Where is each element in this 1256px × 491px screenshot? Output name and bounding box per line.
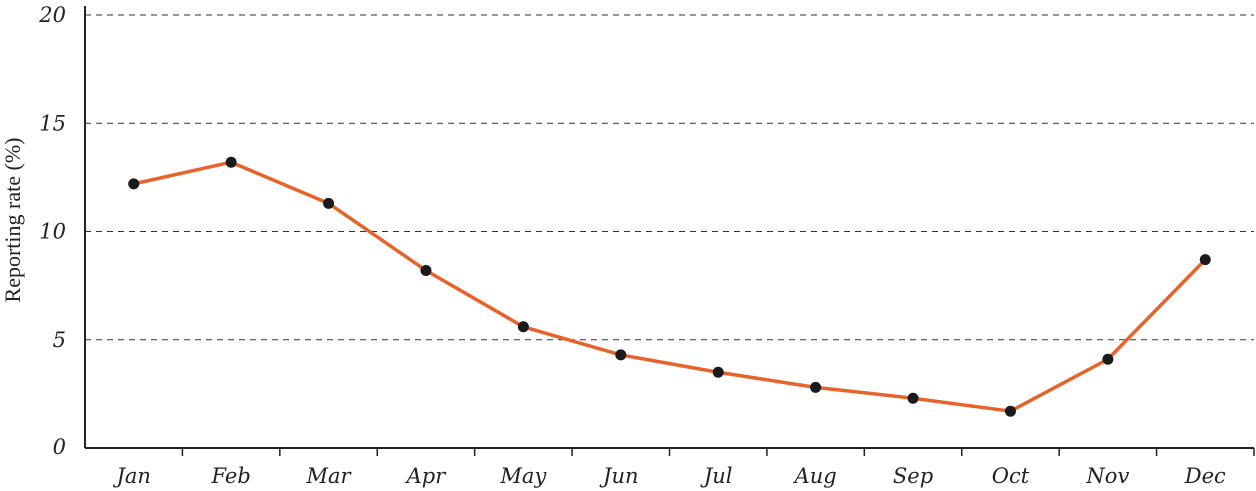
x-tick-label: May — [499, 464, 547, 488]
axis-layer — [84, 6, 1255, 456]
grid-layer — [85, 14, 1254, 341]
y-tick-label: 10 — [39, 220, 66, 244]
data-point — [420, 264, 432, 276]
data-point — [907, 392, 919, 404]
x-tick-label: Jul — [700, 464, 733, 488]
series-layer — [128, 156, 1211, 417]
data-point — [712, 366, 724, 378]
data-point — [128, 178, 140, 190]
y-tick-label: 5 — [53, 328, 66, 352]
data-point — [810, 381, 822, 393]
y-tick-labels: 0 5 10 15 20 — [38, 3, 66, 459]
x-tick-label: Dec — [1184, 464, 1226, 488]
data-point — [1102, 353, 1114, 365]
x-tick-labels: Jan Feb Mar Apr May Jun Jul Aug Sep Oct Nov Dec — [112, 464, 1226, 488]
y-tick-label: 15 — [39, 111, 66, 135]
x-tick-label: Jun — [599, 464, 638, 488]
y-tick-label: 0 — [53, 435, 66, 459]
data-point — [1199, 254, 1211, 266]
series-line — [131, 160, 1208, 413]
data-point — [1004, 405, 1016, 417]
y-tick-label: 20 — [38, 3, 66, 27]
x-tick-label: Apr — [405, 464, 448, 488]
data-point — [517, 321, 529, 333]
x-tick-label: Aug — [793, 464, 837, 488]
data-point — [323, 197, 335, 209]
x-tick-label: Mar — [306, 464, 353, 488]
x-tick-label: Oct — [992, 464, 1030, 488]
data-point — [225, 156, 237, 168]
x-tick-label: Feb — [210, 464, 250, 488]
y-axis-label: Reporting rate (%) — [0, 138, 25, 303]
x-tick-label: Jan — [112, 464, 150, 488]
x-tick-label: Nov — [1085, 464, 1129, 488]
data-point — [615, 349, 627, 361]
x-tick-label: Sep — [893, 464, 933, 488]
